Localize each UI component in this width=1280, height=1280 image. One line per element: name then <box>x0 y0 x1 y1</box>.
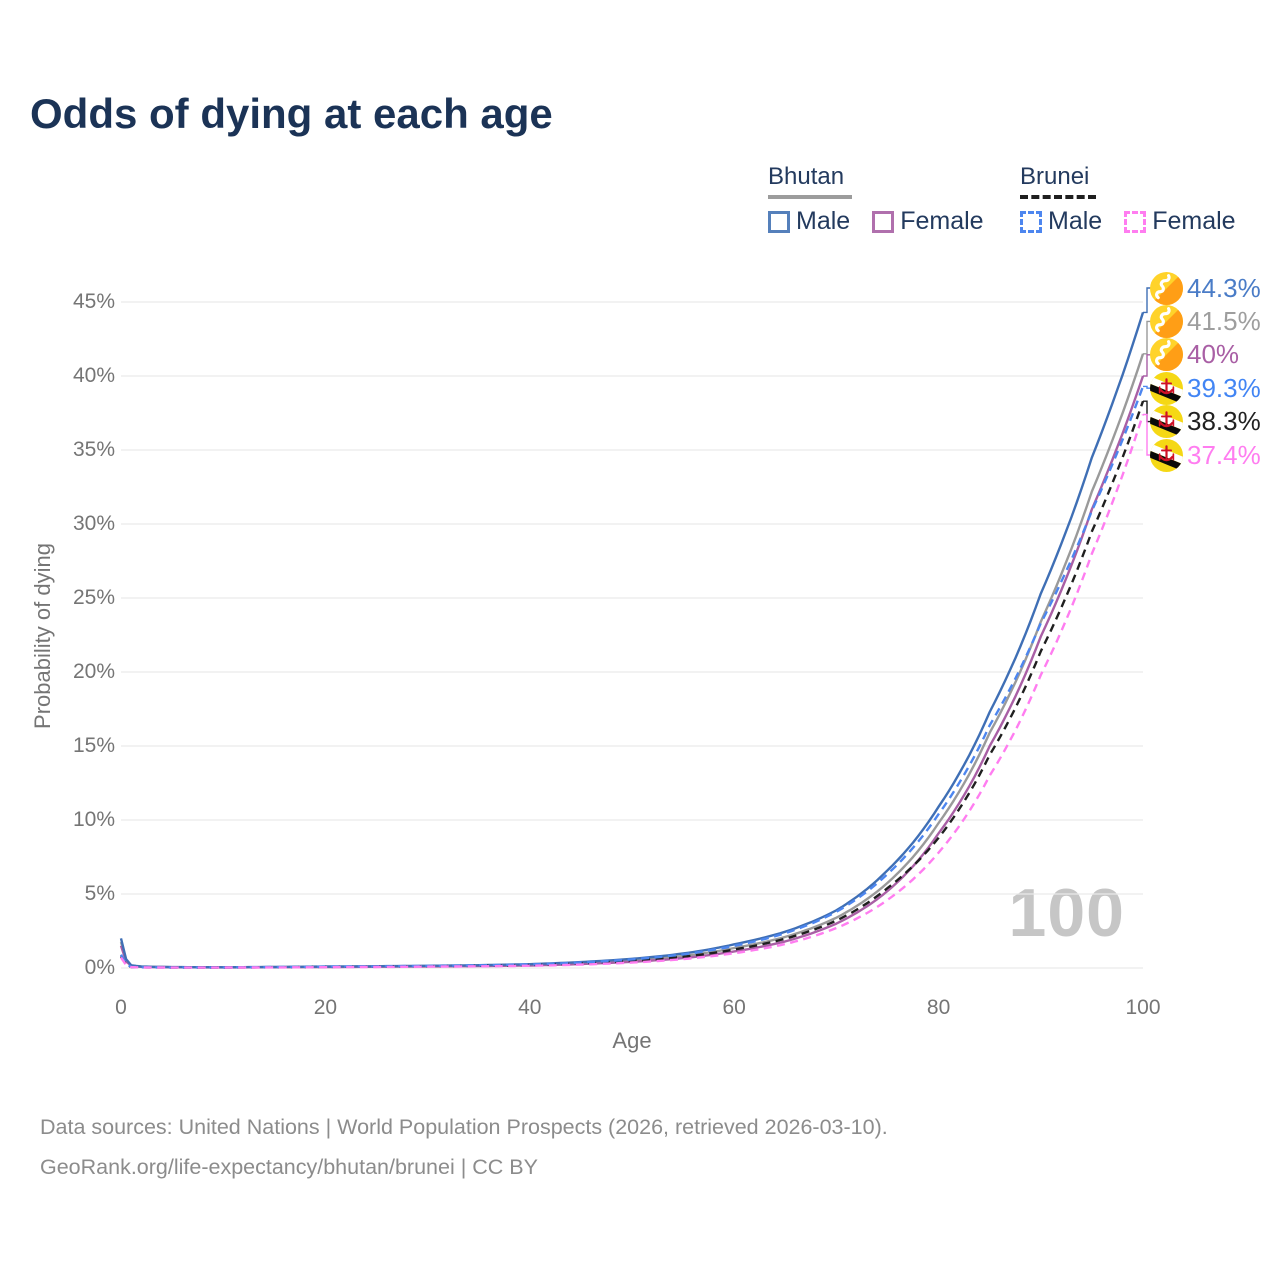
x-axis-title: Age <box>612 1028 652 1053</box>
series-line-bhutan-male <box>119 312 1145 969</box>
y-tick-label: 20% <box>72 660 115 683</box>
brunei-flag-icon <box>1150 438 1183 472</box>
bhutan-female-swatch-icon <box>872 210 895 233</box>
end-label-leader <box>1143 320 1151 355</box>
bhutan-flag-icon <box>1150 304 1183 338</box>
y-tick-label: 10% <box>72 808 115 831</box>
end-label-value: 38.3% <box>1187 406 1261 437</box>
legend-linestyle-solid <box>768 195 852 199</box>
page-title: Odds of dying at each age <box>30 90 553 137</box>
end-label-brunei-male: 39.3% <box>1150 371 1261 405</box>
legend-country-bhutan: Bhutan <box>768 163 845 190</box>
age-frame-watermark: 100 <box>1008 875 1125 951</box>
y-tick-label: 5% <box>84 882 115 905</box>
end-label-leader <box>1143 354 1151 377</box>
end-label-bhutan-male: 44.3% <box>1150 271 1261 305</box>
legend-group-brunei: Brunei Male Female <box>1020 163 1236 236</box>
brunei-flag-icon <box>1150 405 1183 439</box>
end-label-leader <box>1143 413 1151 456</box>
legend-item-label: Female <box>1152 207 1236 235</box>
brunei-flag <box>1150 438 1183 472</box>
legend-linestyle-dashed <box>1020 195 1096 199</box>
legend-item-label: Female <box>900 207 984 235</box>
brunei-flag-icon <box>1150 371 1183 405</box>
y-tick-label: 40% <box>72 364 115 387</box>
x-tick-label: 40 <box>518 996 542 1019</box>
x-tick-label: 100 <box>1125 996 1161 1019</box>
end-label-brunei-female: 37.4% <box>1150 438 1261 472</box>
bhutan-flag <box>1150 304 1183 338</box>
legend-item-bhutan-female[interactable]: Female <box>872 207 984 236</box>
legend-item-label: Male <box>796 207 851 235</box>
brunei-flag <box>1150 371 1183 405</box>
x-tick-label: 60 <box>722 996 746 1019</box>
caption-line-1: Data sources: United Nations | World Pop… <box>40 1115 888 1139</box>
brunei-flag <box>1150 405 1183 439</box>
series-line-brunei-male <box>119 385 1145 969</box>
legend-country-brunei: Brunei <box>1020 163 1090 190</box>
legend-item-label: Male <box>1048 207 1103 235</box>
legend-group-bhutan: Bhutan Male Female <box>768 163 984 236</box>
end-label-value: 37.4% <box>1187 439 1261 470</box>
end-label-bhutan-both: 41.5% <box>1150 304 1261 338</box>
end-label-leader <box>1143 287 1151 314</box>
y-tick-label: 0% <box>84 956 115 979</box>
y-tick-label: 30% <box>72 512 115 535</box>
y-tick-label: 35% <box>72 438 115 461</box>
series-line-brunei-female <box>120 414 1145 969</box>
bhutan-male-swatch-icon <box>768 210 790 233</box>
end-label-value: 39.3% <box>1187 372 1261 403</box>
x-tick-label: 20 <box>313 996 338 1019</box>
x-tick-label: 0 <box>115 996 127 1019</box>
series-line-brunei-both <box>119 400 1145 969</box>
legend-item-brunei-male[interactable]: Male <box>1020 207 1102 236</box>
bhutan-flag <box>1150 338 1183 372</box>
brunei-female-swatch-icon <box>1124 210 1147 233</box>
end-label-value: 40% <box>1187 339 1240 370</box>
y-tick-label: 45% <box>72 290 115 313</box>
brunei-male-swatch-icon <box>1020 210 1042 233</box>
end-label-leader <box>1143 400 1151 423</box>
caption-line-2: GeoRank.org/life-expectancy/bhutan/brune… <box>40 1154 538 1179</box>
x-tick-label: 80 <box>926 996 951 1019</box>
end-label-value: 41.5% <box>1187 305 1261 336</box>
bhutan-flag-icon <box>1150 271 1183 305</box>
y-tick-label: 25% <box>72 586 115 609</box>
y-tick-label: 15% <box>72 734 115 757</box>
data-source-caption: Data sources: United Nations | World Pop… <box>40 1108 888 1188</box>
end-label-brunei-both: 38.3% <box>1150 405 1261 439</box>
legend-item-bhutan-male[interactable]: Male <box>768 207 850 236</box>
end-label-value: 44.3% <box>1187 272 1261 303</box>
bhutan-flag <box>1150 271 1183 305</box>
legend-item-brunei-female[interactable]: Female <box>1124 207 1236 236</box>
bhutan-flag-icon <box>1150 338 1183 372</box>
series-line-bhutan-both <box>119 353 1145 969</box>
end-label-bhutan-female: 40% <box>1150 338 1239 372</box>
end-label-leader <box>1143 385 1151 389</box>
